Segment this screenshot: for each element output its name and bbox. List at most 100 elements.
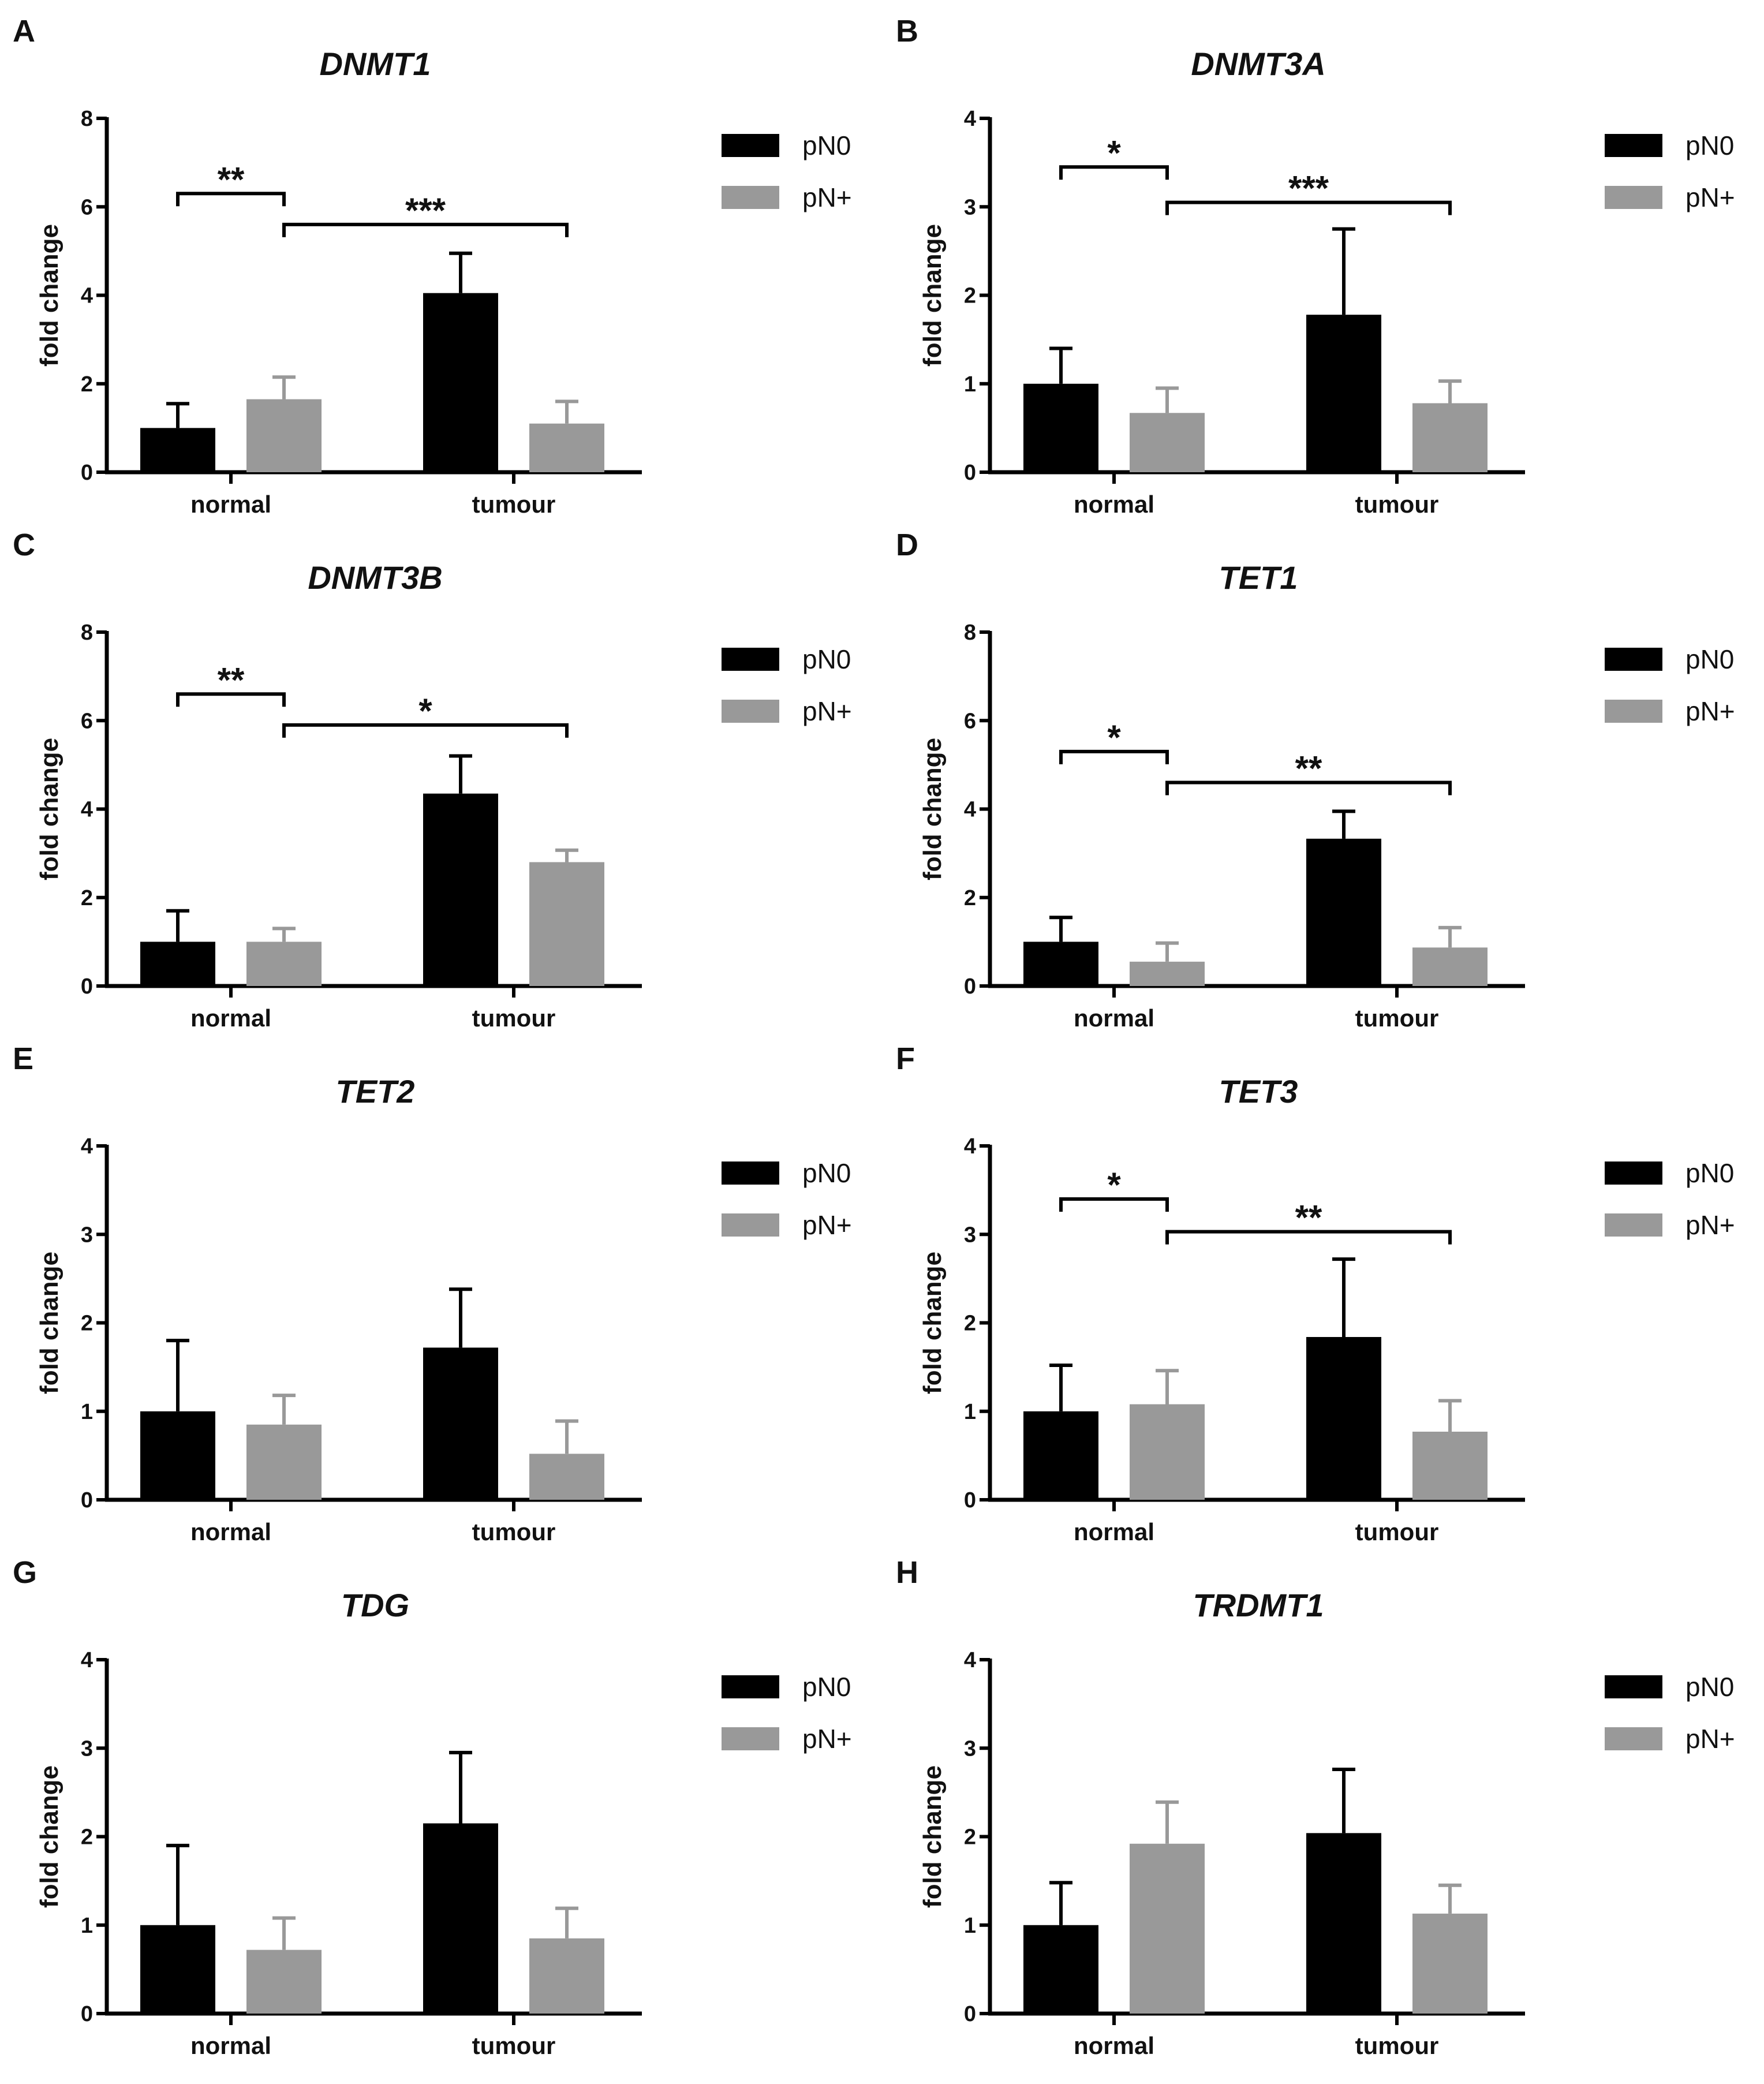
legend-label-pN+: pN+ — [802, 696, 852, 726]
bar-pN0-tumour — [423, 293, 498, 472]
legend-label-pN+: pN+ — [1685, 182, 1735, 212]
legend-label-pN+: pN+ — [1685, 1210, 1735, 1240]
y-tick-label: 0 — [964, 461, 976, 485]
y-tick-label: 3 — [964, 1223, 976, 1247]
legend-swatch-pN0 — [1605, 1161, 1662, 1185]
significance-bracket — [282, 222, 569, 237]
x-tick-label-tumour: tumour — [472, 2032, 556, 2059]
legend-label-pN0: pN0 — [802, 130, 851, 160]
y-tick-label: 1 — [81, 1400, 93, 1424]
bar-pN0-tumour — [1306, 1337, 1381, 1500]
bar-pN0-tumour — [423, 793, 498, 986]
bar-pN+-tumour — [1412, 1431, 1488, 1500]
significance-bracket — [1165, 1230, 1452, 1245]
y-axis-label: fold change — [35, 738, 63, 880]
y-tick-label: 8 — [81, 621, 93, 645]
bar-pN+-tumour — [529, 423, 604, 472]
chart-title: TET3 — [1219, 1073, 1298, 1110]
significance-label: * — [418, 692, 432, 730]
bar-pN+-tumour — [1412, 1913, 1488, 2014]
legend-swatch-pN0 — [722, 1675, 779, 1698]
significance-bracket — [1059, 1197, 1169, 1212]
bar-pN+-tumour — [529, 1938, 604, 2014]
y-tick-label: 4 — [81, 1134, 93, 1159]
significance-label: ** — [218, 660, 245, 699]
y-tick-label: 6 — [81, 709, 93, 733]
chart-title: DNMT1 — [320, 46, 431, 82]
bar-pN+-tumour — [1412, 403, 1488, 472]
panel-letter: F — [896, 1041, 915, 1076]
significance-bracket — [1059, 165, 1169, 180]
bar-pN0-normal — [140, 1411, 215, 1500]
bar-pN+-normal — [246, 1424, 322, 1500]
y-tick-label: 4 — [964, 1648, 976, 1672]
bar-pN+-normal — [1130, 1843, 1205, 2014]
y-tick-label: 4 — [81, 1648, 93, 1672]
chart-title: TET1 — [1219, 559, 1298, 596]
y-tick-label: 3 — [81, 1223, 93, 1247]
panel-letter: C — [13, 528, 35, 562]
y-tick-label: 2 — [964, 1825, 976, 1850]
y-tick-label: 8 — [81, 107, 93, 131]
y-axis-label: fold change — [918, 224, 947, 367]
bar-pN0-normal — [1023, 1411, 1098, 1500]
y-tick-label: 2 — [81, 1312, 93, 1336]
panel-h: H TRDMT1 fold change 0 1 2 3 4 normal tumour pN0 pN… — [896, 1555, 1735, 2059]
bar-pN0-normal — [140, 942, 215, 986]
y-tick-label: 0 — [81, 974, 93, 999]
bar-pN+-normal — [1130, 413, 1205, 472]
y-tick-label: 0 — [964, 2002, 976, 2026]
y-axis-label: fold change — [35, 224, 63, 367]
significance-bracket — [1165, 780, 1452, 795]
significance-bracket — [282, 723, 569, 738]
y-tick-label: 2 — [81, 1825, 93, 1850]
significance-label: ** — [1295, 1198, 1322, 1237]
y-tick-label: 4 — [81, 798, 93, 822]
x-tick-label-normal: normal — [1074, 1518, 1154, 1545]
x-tick-label-normal: normal — [190, 1518, 271, 1545]
panel-letter: E — [13, 1041, 33, 1076]
y-tick-label: 4 — [964, 1134, 976, 1159]
x-tick-label-normal: normal — [1074, 1004, 1154, 1032]
legend-label-pN0: pN0 — [1685, 1672, 1734, 1702]
y-tick-label: 0 — [964, 974, 976, 999]
y-tick-label: 2 — [81, 886, 93, 910]
significance-label: * — [1107, 718, 1121, 757]
y-tick-label: 0 — [81, 2002, 93, 2026]
legend-label-pN0: pN0 — [1685, 1158, 1734, 1188]
legend-swatch-pN+ — [1605, 700, 1662, 723]
bar-pN+-normal — [1130, 961, 1205, 986]
legend-swatch-pN+ — [1605, 1727, 1662, 1750]
panel-g: G TDG fold change 0 1 2 3 4 normal tumour pN0 pN+ — [13, 1555, 852, 2059]
significance-bracket — [176, 692, 286, 707]
bar-pN0-tumour — [423, 1347, 498, 1500]
x-tick-label-normal: normal — [1074, 491, 1154, 518]
legend-swatch-pN+ — [1605, 1213, 1662, 1237]
significance-bracket — [1165, 200, 1452, 215]
y-tick-label: 3 — [964, 1736, 976, 1761]
x-tick-label-normal: normal — [190, 2032, 271, 2059]
y-axis-label: fold change — [918, 1765, 947, 1908]
bar-pN0-tumour — [1306, 315, 1381, 472]
bar-pN+-normal — [246, 1949, 322, 2014]
y-tick-label: 6 — [964, 709, 976, 733]
y-axis-label: fold change — [918, 738, 947, 880]
significance-label: *** — [1288, 169, 1329, 208]
significance-label: *** — [405, 191, 446, 230]
legend-swatch-pN0 — [1605, 648, 1662, 671]
x-tick-label-normal: normal — [190, 491, 271, 518]
y-tick-label: 8 — [964, 621, 976, 645]
bar-pN+-normal — [246, 399, 322, 472]
bar-pN0-normal — [140, 428, 215, 472]
chart-title: DNMT3B — [308, 559, 442, 596]
legend-swatch-pN+ — [1605, 186, 1662, 209]
y-tick-label: 2 — [964, 1312, 976, 1336]
legend-label-pN+: pN+ — [802, 182, 852, 212]
legend-label-pN+: pN+ — [1685, 1724, 1735, 1754]
y-tick-label: 0 — [964, 1488, 976, 1512]
